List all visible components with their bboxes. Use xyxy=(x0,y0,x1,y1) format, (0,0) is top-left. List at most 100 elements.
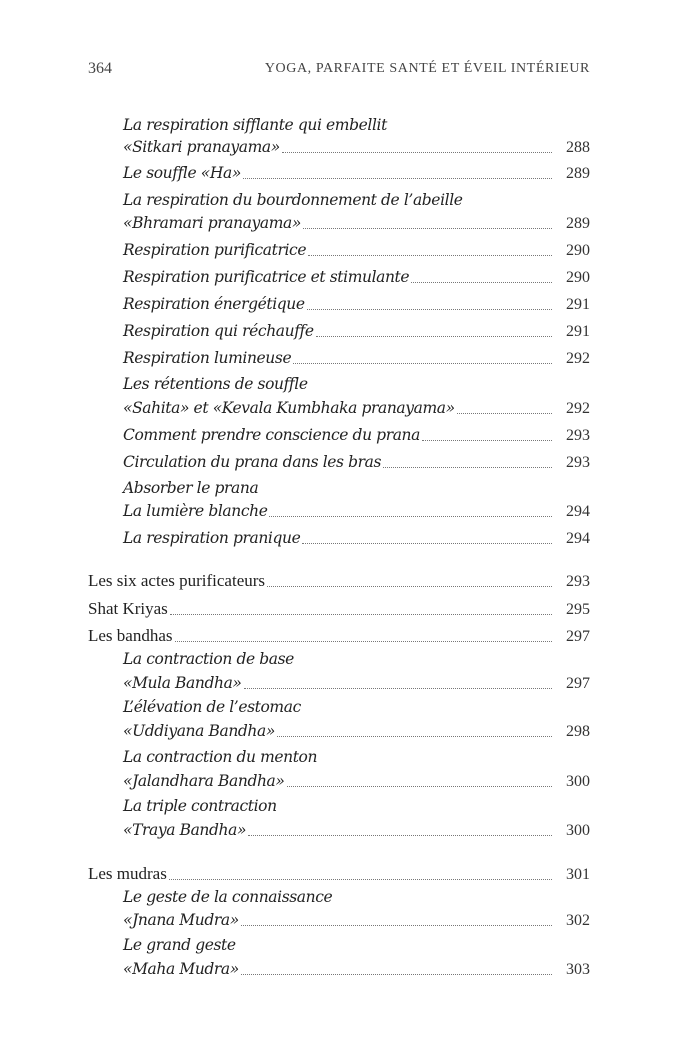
toc-subentry[interactable]: La respiration sifflante qui embellit xyxy=(123,113,590,137)
entry-title: La respiration pranique xyxy=(123,529,301,547)
toc-subentry[interactable]: Respiration purificatrice et stimulante 2… xyxy=(123,265,590,289)
entry-title: Respiration qui réchauffe xyxy=(123,322,314,340)
toc-subentry-continuation[interactable]: «Traya Bandha» 300 xyxy=(123,818,590,842)
dot-leader xyxy=(169,613,552,615)
entry-title: L’élévation de l’estomac xyxy=(123,698,301,716)
dot-leader xyxy=(243,687,552,689)
dot-leader xyxy=(286,785,552,787)
dot-leader xyxy=(383,466,552,468)
entry-title: Les mudras xyxy=(88,864,167,883)
running-header: YOGA, PARFAITE SANTÉ ET ÉVEIL INTÉRIEUR xyxy=(264,61,590,76)
toc-subentry-continuation[interactable]: «Bhramari pranayama» 289 xyxy=(123,211,590,235)
dot-leader xyxy=(240,973,552,975)
toc-subentry[interactable]: Absorber le prana xyxy=(123,476,590,500)
toc-subentry[interactable]: L’élévation de l’estomac xyxy=(123,695,590,719)
toc-subentry-continuation[interactable]: «Sahita» et «Kevala Kumbhaka pranayama» 2… xyxy=(123,396,590,420)
entry-page-number: 291 xyxy=(566,296,590,313)
entry-page-number: 294 xyxy=(566,503,590,520)
dot-leader xyxy=(242,177,552,179)
toc-subentry[interactable]: Circulation du prana dans les bras 293 xyxy=(123,450,590,474)
entry-title: Le grand geste xyxy=(123,936,236,954)
entry-page-number: 301 xyxy=(566,866,590,883)
dot-leader xyxy=(276,735,552,737)
toc-subentry[interactable]: Le souffle «Ha» 289 xyxy=(123,161,590,185)
entry-title: Les rétentions de souffle xyxy=(123,375,308,393)
toc-section-entry[interactable]: Les bandhas 297 xyxy=(88,624,590,648)
entry-page-number: 288 xyxy=(566,139,590,156)
entry-page-number: 289 xyxy=(566,215,590,232)
entry-subtitle: «Uddiyana Bandha» xyxy=(123,722,275,740)
entry-title: Le geste de la connaissance xyxy=(123,888,333,906)
dot-leader xyxy=(421,439,552,441)
entry-title: La respiration sifflante qui embellit xyxy=(123,116,387,134)
toc-section-entry[interactable]: Les six actes purificateurs 293 xyxy=(88,569,590,593)
page-number: 364 xyxy=(88,60,112,77)
dot-leader xyxy=(269,515,552,517)
entry-subtitle: «Jalandhara Bandha» xyxy=(123,772,285,790)
entry-title: Respiration purificatrice et stimulante xyxy=(123,268,410,286)
entry-page-number: 292 xyxy=(566,350,590,367)
entry-page-number: 293 xyxy=(566,454,590,471)
toc-subentry-continuation[interactable]: «Sitkari pranayama» 288 xyxy=(123,135,590,159)
entry-page-number: 297 xyxy=(566,675,590,692)
toc-subentry-continuation[interactable]: «Uddiyana Bandha» 298 xyxy=(123,719,590,743)
entry-page-number: 290 xyxy=(566,242,590,259)
dot-leader xyxy=(456,412,552,414)
entry-subtitle: «Traya Bandha» xyxy=(123,821,247,839)
toc-subentry-continuation[interactable]: La lumière blanche 294 xyxy=(123,499,590,523)
entry-title: Respiration lumineuse xyxy=(123,349,292,367)
toc-subentry[interactable]: La contraction de base xyxy=(123,647,590,671)
toc-subentry[interactable]: Comment prendre conscience du prana 293 xyxy=(123,423,590,447)
toc-subentry[interactable]: Le geste de la connaissance xyxy=(123,885,590,909)
toc-subentry[interactable]: La contraction du menton xyxy=(123,745,590,769)
entry-page-number: 293 xyxy=(566,427,590,444)
entry-title: Absorber le prana xyxy=(123,479,259,497)
dot-leader xyxy=(411,281,552,283)
entry-title: La contraction du menton xyxy=(123,748,318,766)
toc-subentry[interactable]: La respiration du bourdonnement de l’abe… xyxy=(123,188,590,212)
entry-title: Respiration énergétique xyxy=(123,295,305,313)
entry-page-number: 302 xyxy=(566,912,590,929)
toc-subentry[interactable]: La triple contraction xyxy=(123,794,590,818)
toc-subentry[interactable]: Les rétentions de souffle xyxy=(123,372,590,396)
entry-title: La triple contraction xyxy=(123,797,277,815)
dot-leader xyxy=(302,542,552,544)
toc-subentry[interactable]: Respiration purificatrice 290 xyxy=(123,238,590,262)
entry-title: Circulation du prana dans les bras xyxy=(123,453,382,471)
entry-page-number: 297 xyxy=(566,628,590,645)
dot-leader xyxy=(293,362,552,364)
entry-title: La contraction de base xyxy=(123,650,294,668)
dot-leader xyxy=(281,151,552,153)
entry-subtitle: La lumière blanche xyxy=(123,502,268,520)
toc-subentry[interactable]: Respiration lumineuse 292 xyxy=(123,346,590,370)
entry-subtitle: «Mula Bandha» xyxy=(123,674,242,692)
entry-page-number: 289 xyxy=(566,165,590,182)
dot-leader xyxy=(240,924,552,926)
dot-leader xyxy=(168,878,552,880)
toc-subentry-continuation[interactable]: «Mula Bandha» 297 xyxy=(123,671,590,695)
entry-page-number: 298 xyxy=(566,723,590,740)
toc-subentry-continuation[interactable]: «Maha Mudra» 303 xyxy=(123,957,590,981)
entry-title: Le souffle «Ha» xyxy=(123,164,241,182)
entry-title: Les six actes purificateurs xyxy=(88,571,266,590)
toc-subentry-continuation[interactable]: «Jalandhara Bandha» 300 xyxy=(123,769,590,793)
entry-page-number: 300 xyxy=(566,822,590,839)
toc-section-entry[interactable]: Shat Kriyas 295 xyxy=(88,597,590,621)
entry-subtitle: «Maha Mudra» xyxy=(123,960,239,978)
entry-title: La respiration du bourdonnement de l’abe… xyxy=(123,191,463,209)
dot-leader xyxy=(306,308,552,310)
entry-page-number: 295 xyxy=(566,601,590,618)
toc-subentry[interactable]: Le grand geste xyxy=(123,933,590,957)
toc-subentry[interactable]: Respiration qui réchauffe 291 xyxy=(123,319,590,343)
toc-subentry[interactable]: La respiration pranique 294 xyxy=(123,526,590,550)
entry-page-number: 290 xyxy=(566,269,590,286)
dot-leader xyxy=(308,254,552,256)
toc-subentry[interactable]: Respiration énergétique 291 xyxy=(123,292,590,316)
dot-leader xyxy=(302,227,552,229)
entry-page-number: 292 xyxy=(566,400,590,417)
entry-page-number: 291 xyxy=(566,323,590,340)
entry-title: Comment prendre conscience du prana xyxy=(123,426,420,444)
entry-subtitle: «Jnana Mudra» xyxy=(123,911,239,929)
toc-subentry-continuation[interactable]: «Jnana Mudra» 302 xyxy=(123,908,590,932)
toc-section-entry[interactable]: Les mudras 301 xyxy=(88,862,590,886)
